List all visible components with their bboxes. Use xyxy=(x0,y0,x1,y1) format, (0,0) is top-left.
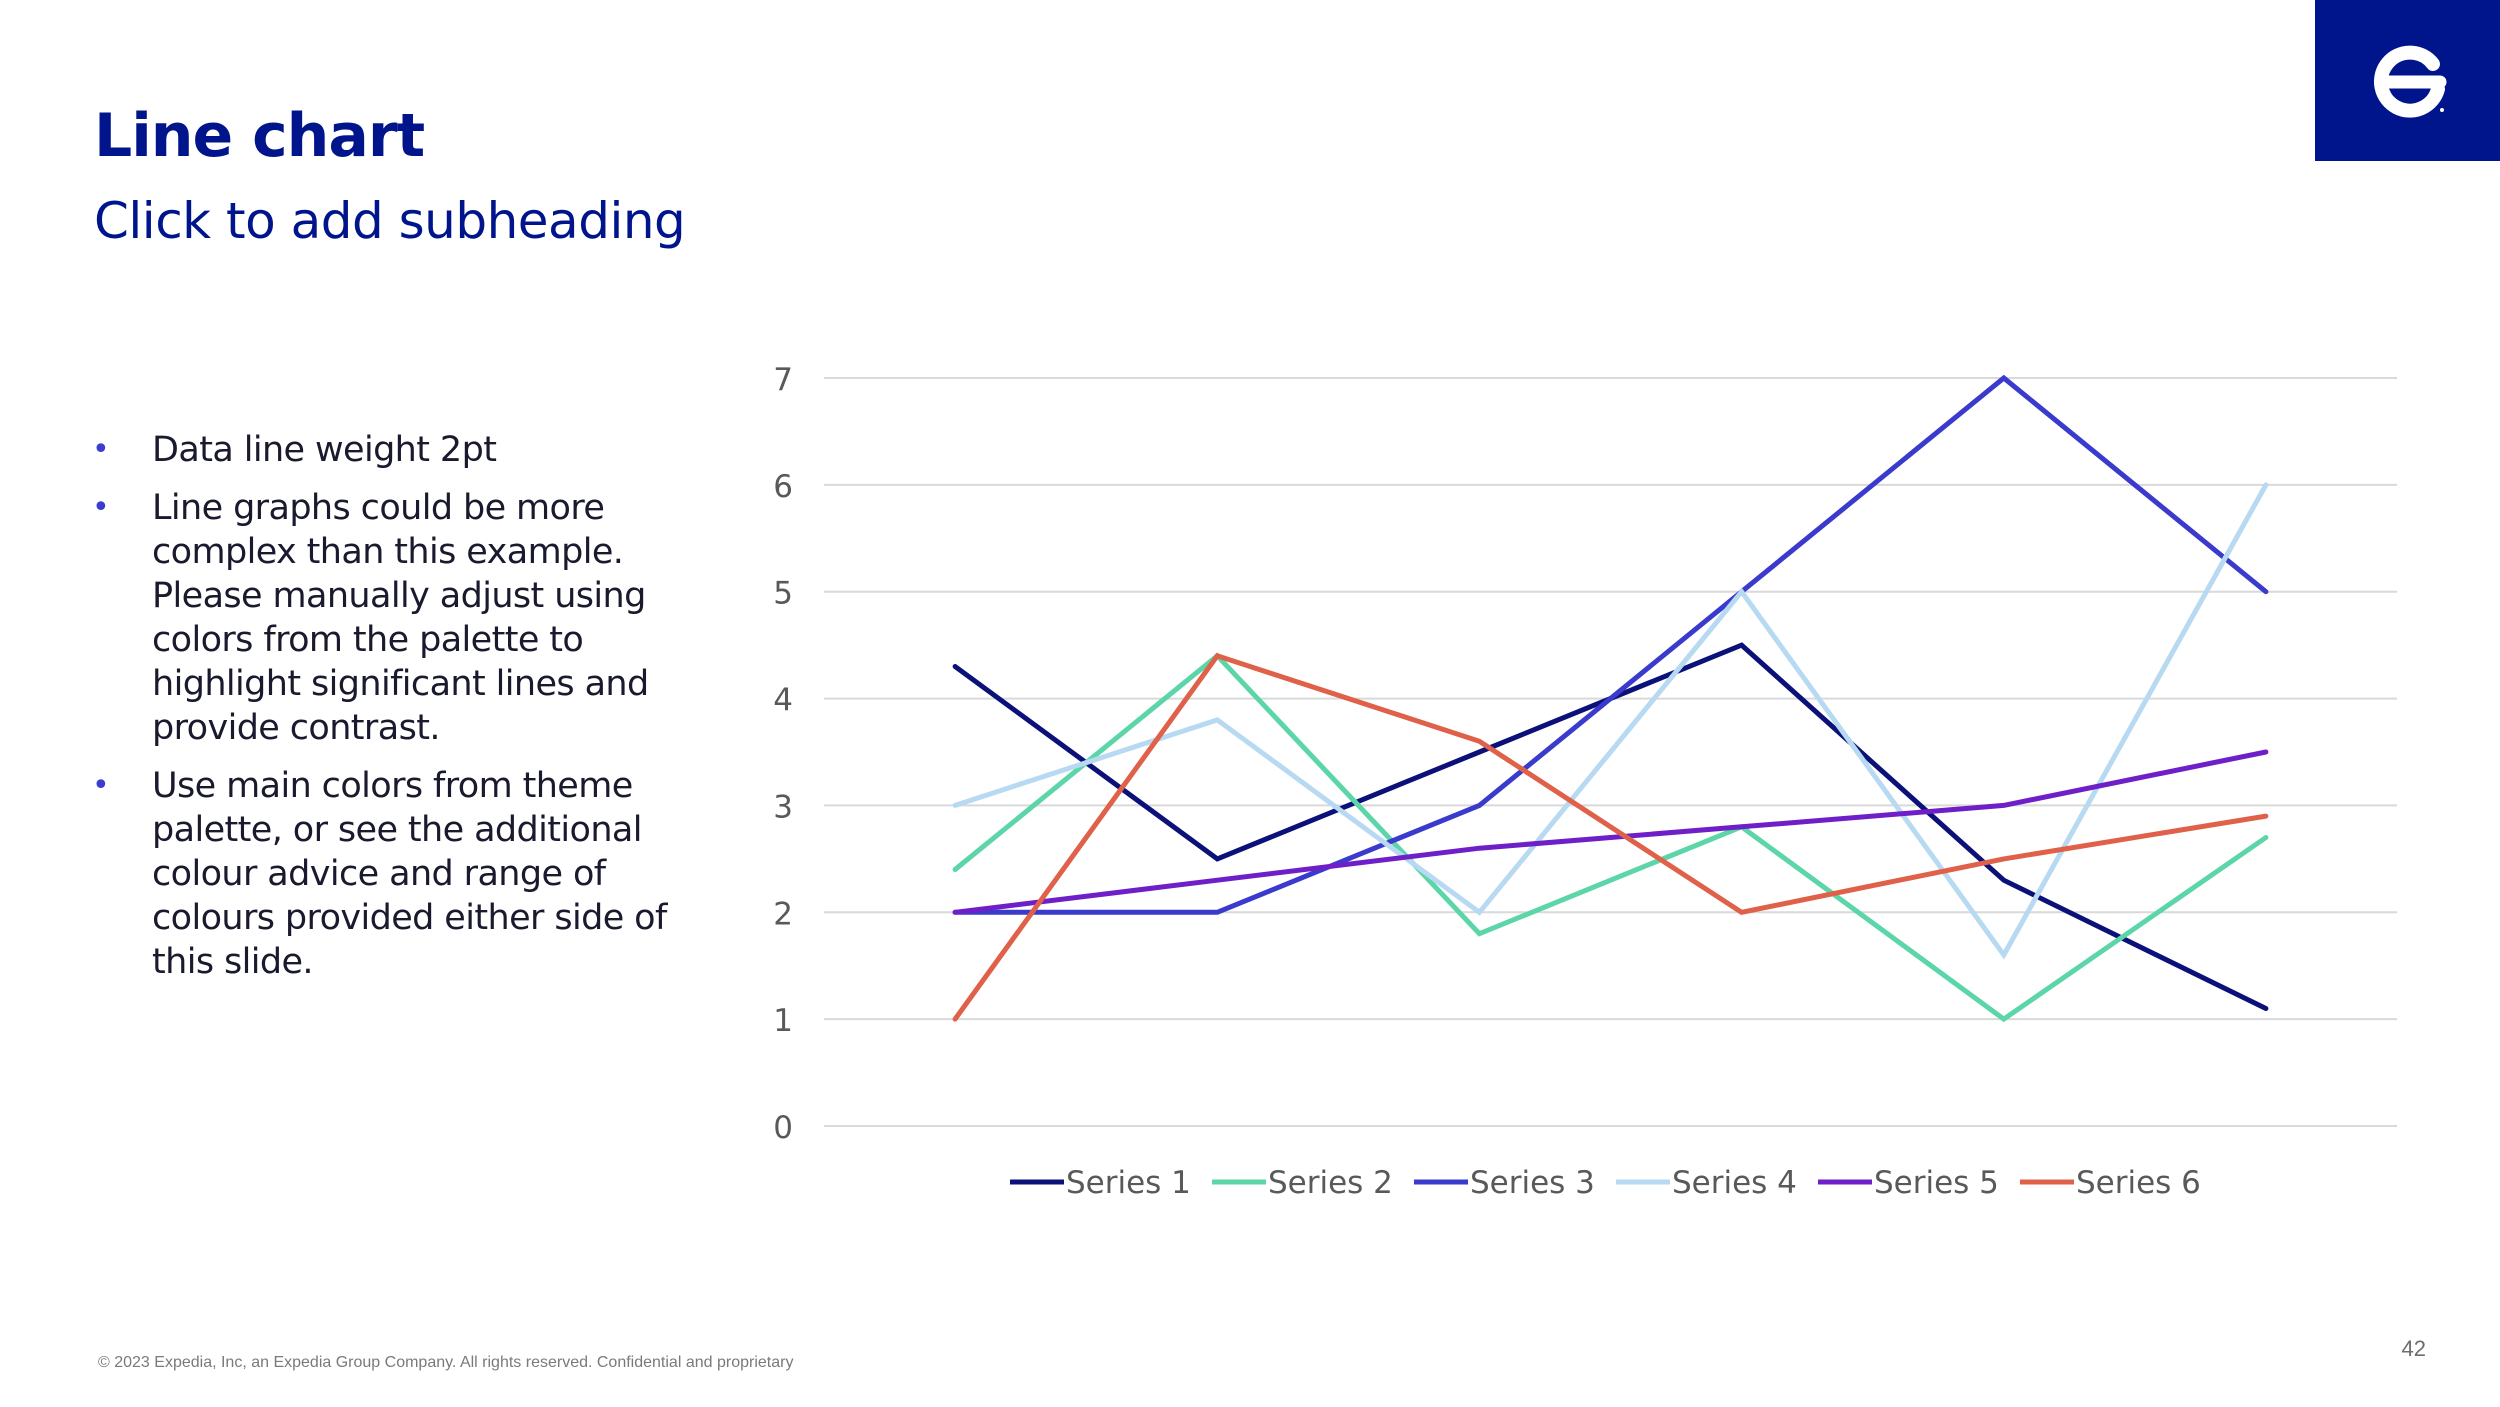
bullet-dot-icon: • xyxy=(92,490,110,525)
y-tick-label: 6 xyxy=(773,469,793,505)
y-tick-label: 3 xyxy=(773,789,793,825)
bullet-dot-icon: • xyxy=(92,432,110,467)
chart-legend: Series 1 Series 2 Series 3 Series 4 Series 5… xyxy=(1010,1165,2201,1201)
series-line-5[interactable] xyxy=(952,749,2269,915)
expedia-logo xyxy=(2315,0,2500,161)
chart-series-lines xyxy=(952,374,2269,1023)
legend-label[interactable]: Series 4 xyxy=(1672,1165,1797,1201)
chart-y-ticks: 0 1 2 3 4 5 6 7 xyxy=(773,362,793,1146)
y-tick-label: 2 xyxy=(773,896,793,932)
bullet-item: • Line graphs could be more complex than… xyxy=(90,486,730,750)
legend-label[interactable]: Series 1 xyxy=(1066,1165,1191,1201)
bullet-item: • Data line weight 2pt xyxy=(90,428,730,472)
bullet-dot-icon: • xyxy=(92,768,110,803)
page-number: 42 xyxy=(2401,1336,2426,1361)
series-line-6[interactable] xyxy=(952,652,2269,1022)
bullet-text: Use main colors from theme palette, or s… xyxy=(152,766,667,982)
bullet-list[interactable]: • Data line weight 2pt • Line graphs cou… xyxy=(90,428,730,998)
y-tick-label: 5 xyxy=(773,576,793,612)
y-tick-label: 7 xyxy=(773,362,793,398)
series-line-4[interactable] xyxy=(952,482,2269,960)
slide-title[interactable]: Line chart xyxy=(94,101,425,171)
y-tick-label: 1 xyxy=(773,1003,793,1039)
y-tick-label: 0 xyxy=(773,1110,793,1146)
slide-subtitle[interactable]: Click to add subheading xyxy=(94,192,686,250)
legend-label[interactable]: Series 5 xyxy=(1874,1165,1999,1201)
series-line-3[interactable] xyxy=(952,374,2269,915)
legend-label[interactable]: Series 6 xyxy=(2076,1165,2201,1201)
bullet-item: • Use main colors from theme palette, or… xyxy=(90,764,730,984)
bullet-text: Data line weight 2pt xyxy=(152,430,497,470)
expedia-e-logo-icon xyxy=(2373,45,2447,118)
series-line-2[interactable] xyxy=(952,652,2269,1023)
footer-copyright: © 2023 Expedia, Inc, an Expedia Group Co… xyxy=(98,1354,794,1371)
bullet-text: Line graphs could be more complex than t… xyxy=(152,488,649,748)
y-tick-label: 4 xyxy=(773,683,793,719)
legend-label[interactable]: Series 2 xyxy=(1268,1165,1393,1201)
legend-label[interactable]: Series 3 xyxy=(1470,1165,1595,1201)
